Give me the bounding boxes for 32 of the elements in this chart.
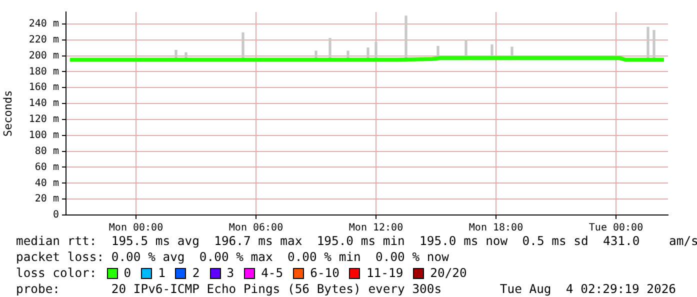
x-tick-label: Mon 06:00 bbox=[228, 222, 284, 234]
legend-label: 11-19 bbox=[366, 265, 404, 281]
text: probe: 20 IPv6-ICMP Echo Pings (56 Bytes) every 300s bbox=[16, 281, 442, 297]
y-tick-label: 20 m bbox=[34, 194, 59, 205]
legend-title: loss color: bbox=[16, 265, 97, 281]
legend-label: 0 bbox=[124, 265, 132, 281]
y-axis-title: Seconds bbox=[1, 90, 14, 137]
y-tick-label: 200 m bbox=[28, 50, 59, 62]
y-tick-label: 180 m bbox=[28, 66, 59, 78]
text: Tue Aug 4 02:29:19 2026 bbox=[500, 281, 676, 297]
x-tick-label: Mon 18:00 bbox=[468, 222, 524, 234]
legend-label: 6-10 bbox=[310, 265, 340, 281]
x-tick-label: Tue 00:00 bbox=[588, 222, 644, 234]
y-tick-label: 120 m bbox=[28, 114, 59, 126]
legend-label: 2 bbox=[192, 265, 200, 281]
y-tick-label: 100 m bbox=[28, 130, 59, 141]
y-tick-label: 60 m bbox=[34, 162, 59, 173]
y-tick-label: 240 m bbox=[28, 18, 59, 30]
legend-label: 4-5 bbox=[261, 265, 284, 281]
y-tick-label: 160 m bbox=[28, 82, 59, 94]
y-tick-label: 220 m bbox=[28, 34, 59, 46]
y-tick-label: 80 m bbox=[34, 146, 59, 157]
legend-label: 1 bbox=[158, 265, 166, 281]
x-tick-label: Mon 12:00 bbox=[348, 222, 404, 234]
y-tick-label: 140 m bbox=[28, 98, 59, 110]
y-tick-label: 0 bbox=[52, 210, 59, 221]
text: median rtt: 195.5 ms avg 196.7 ms max 195.0 ms min 195.0 ms now 0.5 ms sd 431.0 am/s bbox=[16, 233, 697, 249]
text: packet loss: 0.00 % avg 0.00 % max 0.00 % min 0.00 % now bbox=[16, 249, 450, 265]
legend-label: 3 bbox=[226, 265, 234, 281]
x-tick-label: Mon 00:00 bbox=[108, 222, 164, 234]
legend-label: 20/20 bbox=[430, 265, 467, 281]
y-tick-label: 40 m bbox=[34, 178, 59, 189]
